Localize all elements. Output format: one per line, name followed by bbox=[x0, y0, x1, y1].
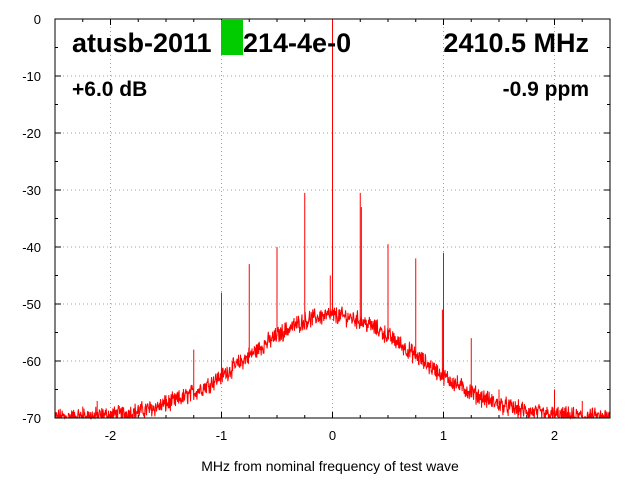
y-tick-label: -60 bbox=[22, 354, 41, 369]
y-tick-label: -40 bbox=[22, 240, 41, 255]
frequency-label: 2410.5 MHz bbox=[443, 28, 589, 58]
y-tick-label: -20 bbox=[22, 126, 41, 141]
x-tick-label: -1 bbox=[216, 428, 228, 443]
x-tick-label: 1 bbox=[440, 428, 447, 443]
device-id-label: atusb-2011 bbox=[72, 28, 212, 58]
device-id-suffix: 214-4e-0 bbox=[243, 28, 351, 58]
y-tick-label: -70 bbox=[22, 411, 41, 426]
y-tick-label: -30 bbox=[22, 183, 41, 198]
x-tick-label: -2 bbox=[105, 428, 117, 443]
x-tick-label: 0 bbox=[329, 428, 336, 443]
y-tick-label: -10 bbox=[22, 69, 41, 84]
y-tick-label: -50 bbox=[22, 297, 41, 312]
status-indicator bbox=[221, 20, 243, 55]
y-tick-label: 0 bbox=[34, 12, 41, 27]
plot-frame bbox=[54, 18, 611, 419]
x-tick-label: 2 bbox=[551, 428, 558, 443]
spectrum-series bbox=[54, 19, 611, 420]
ppm-label: -0.9 ppm bbox=[503, 78, 589, 101]
y-axis-ticks: 0 -10 -20 -30 -40 -50 -60 -70 bbox=[22, 12, 610, 426]
gain-label: +6.0 dB bbox=[72, 78, 147, 101]
x-axis-label: MHz from nominal frequency of test wave bbox=[201, 458, 459, 474]
